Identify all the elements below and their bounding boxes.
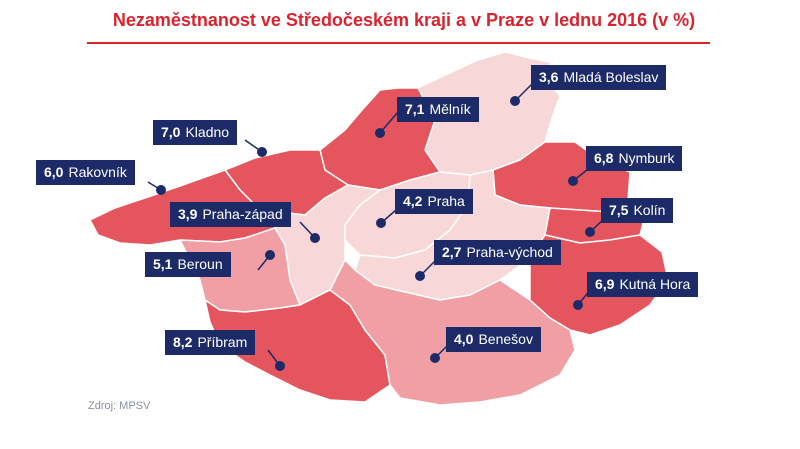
marker-dot bbox=[265, 250, 275, 260]
label-beroun: 5,1 Beroun bbox=[145, 252, 231, 277]
value: 7,0 bbox=[161, 124, 181, 140]
label-rakovnik: 6,0 Rakovník bbox=[36, 160, 135, 185]
district-name: Kolín bbox=[633, 202, 666, 218]
label-praha: 4,2 Praha bbox=[395, 189, 473, 214]
label-pribram: 8,2 Příbram bbox=[165, 330, 256, 355]
label-praha-zapad: 3,9 Praha-západ bbox=[170, 202, 291, 227]
label-kutna-hora: 6,9 Kutná Hora bbox=[587, 272, 699, 297]
map-title: Nezaměstnanost ve Středočeském kraji a v… bbox=[112, 10, 696, 30]
marker-dot bbox=[510, 96, 520, 106]
marker-dot bbox=[585, 227, 595, 237]
marker-dot bbox=[257, 147, 267, 157]
district-name: Nymburk bbox=[618, 150, 675, 166]
value: 7,1 bbox=[405, 101, 425, 117]
marker-dot bbox=[156, 185, 166, 195]
value: 3,6 bbox=[539, 69, 559, 85]
value: 2,7 bbox=[442, 244, 462, 260]
marker-dot bbox=[415, 271, 425, 281]
marker-dot bbox=[310, 233, 320, 243]
marker-dot bbox=[573, 300, 583, 310]
value: 7,5 bbox=[609, 202, 629, 218]
label-kladno: 7,0 Kladno bbox=[153, 120, 238, 145]
label-mlada-boleslav: 3,6 Mladá Boleslav bbox=[531, 65, 667, 90]
district-name: Benešov bbox=[478, 331, 533, 347]
label-benesov: 4,0 Benešov bbox=[446, 327, 541, 352]
district-name: Mladá Boleslav bbox=[563, 69, 659, 85]
district-name: Mělník bbox=[429, 101, 471, 117]
marker-dot bbox=[568, 176, 578, 186]
label-kolin: 7,5 Kolín bbox=[601, 198, 674, 223]
source-note: Zdroj: MPSV bbox=[88, 400, 151, 412]
value: 8,2 bbox=[173, 334, 193, 350]
value: 4,2 bbox=[403, 193, 423, 209]
district-name: Kutná Hora bbox=[619, 276, 691, 292]
district-name: Kladno bbox=[185, 124, 230, 140]
value: 5,1 bbox=[153, 256, 173, 272]
value: 3,9 bbox=[178, 206, 198, 222]
label-praha-vychod: 2,7 Praha-východ bbox=[434, 240, 561, 265]
value: 6,9 bbox=[595, 276, 615, 292]
title-rule bbox=[87, 42, 710, 44]
district-name: Praha-východ bbox=[466, 244, 553, 260]
marker-dot bbox=[275, 361, 285, 371]
district-name: Praha bbox=[427, 193, 465, 209]
district-name: Praha-západ bbox=[202, 206, 283, 222]
district-name: Rakovník bbox=[68, 164, 127, 180]
value: 6,8 bbox=[594, 150, 614, 166]
label-nymburk: 6,8 Nymburk bbox=[586, 146, 683, 171]
value: 6,0 bbox=[44, 164, 64, 180]
district-name: Příbram bbox=[197, 334, 248, 350]
label-melnik: 7,1 Mělník bbox=[397, 97, 479, 122]
district-name: Beroun bbox=[177, 256, 223, 272]
marker-dot bbox=[430, 353, 440, 363]
marker-dot bbox=[376, 218, 386, 228]
marker-dot bbox=[375, 128, 385, 138]
value: 4,0 bbox=[454, 331, 474, 347]
